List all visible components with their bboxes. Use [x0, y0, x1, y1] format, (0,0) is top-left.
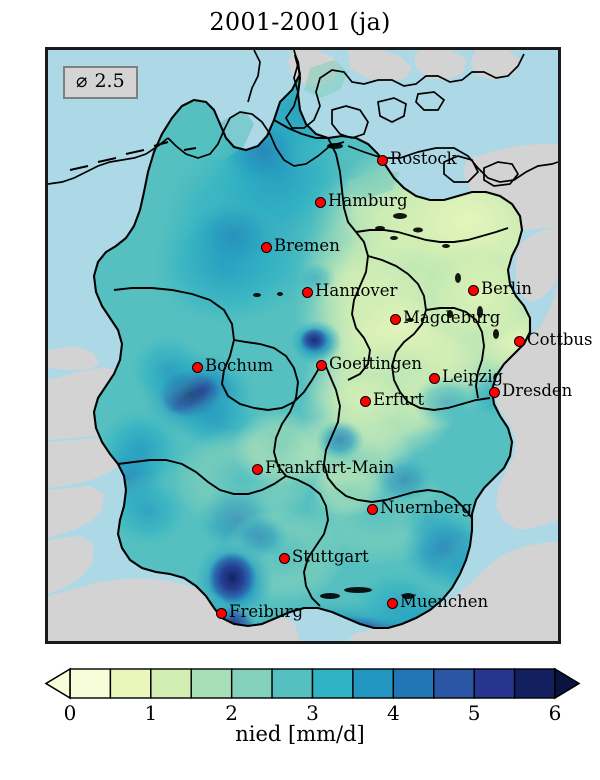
- colorbar-tick-label: 3: [306, 701, 319, 725]
- colorbar-over-arrow: [554, 667, 581, 700]
- colorbar-segment: [513, 668, 556, 699]
- colorbar-segment: [311, 668, 354, 699]
- colorbar-segment: [190, 668, 233, 699]
- colorbar-segment: [150, 668, 192, 699]
- national-border: [92, 54, 532, 630]
- domain-mean-badge: ⌀ 2.5: [63, 66, 138, 99]
- precipitation-map: [48, 50, 558, 641]
- colorbar-segment: [433, 668, 475, 699]
- map-panel: [45, 47, 561, 644]
- colorbar-tick-label: 0: [63, 701, 77, 725]
- state-borders: [113, 119, 509, 607]
- colorbar-segment: [473, 668, 516, 699]
- colorbar-under-arrow: [44, 667, 71, 700]
- colorbar-swatches: [44, 667, 581, 700]
- colorbar-segment: [392, 668, 435, 699]
- mean-value: 2.5: [94, 70, 125, 92]
- coastline-layer: [48, 50, 558, 187]
- colorbar-segment: [69, 668, 112, 699]
- colorbar-segment: [271, 668, 314, 699]
- colorbar-axis-label: nied [mm/d]: [235, 722, 365, 746]
- colorbar-tick-label: 2: [225, 701, 239, 725]
- colorbar-tick-label: 5: [467, 701, 481, 725]
- colorbar: 0 1 2 3 4 5 6: [0, 655, 600, 780]
- colorbar-segment: [109, 668, 152, 699]
- colorbar-tick-label: 1: [144, 701, 158, 725]
- mean-symbol-icon: ⌀: [76, 70, 88, 92]
- inland-water: [253, 143, 499, 599]
- colorbar-tick-label: 6: [548, 701, 562, 725]
- colorbar-segment: [230, 668, 273, 699]
- page-title: 2001-2001 (ja): [209, 8, 391, 36]
- colorbar-tick-label: 4: [386, 701, 400, 725]
- colorbar-segment: [352, 668, 395, 699]
